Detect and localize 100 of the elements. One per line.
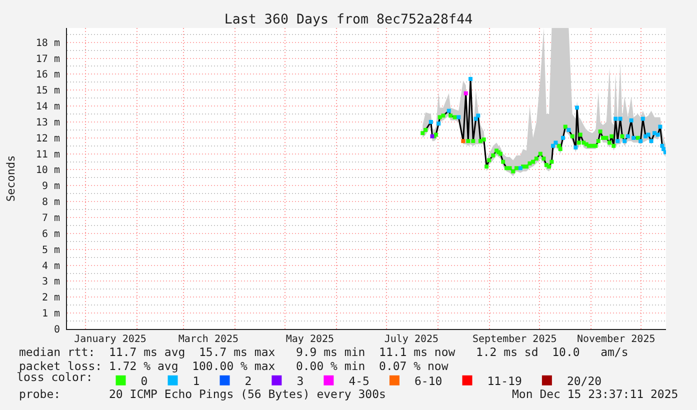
point [528, 161, 532, 166]
point [524, 164, 528, 169]
point [656, 132, 660, 137]
chart-title: Last 360 Days from 8ec752a28f44 [224, 12, 473, 28]
point [474, 116, 478, 121]
legend-label: 11-19 [487, 374, 522, 388]
y-tick-label: 14 m [36, 102, 60, 113]
point [428, 120, 433, 124]
point [538, 152, 542, 156]
point [558, 147, 562, 152]
y-tick-label: 10 m [36, 165, 60, 176]
point [436, 122, 441, 126]
point [482, 137, 486, 142]
legend-label: 0 [140, 374, 148, 388]
text: packet loss: 1.72 % avg 100.00 % max 0.00 % min 0.07 % now [19, 359, 448, 373]
point [563, 124, 568, 129]
x-tick-label: March 2025 [178, 334, 239, 345]
point [629, 118, 634, 122]
point [534, 156, 538, 161]
point [466, 139, 470, 144]
y-tick-label: 12 m [36, 133, 60, 144]
point [484, 164, 489, 169]
legend-label: 1 [192, 374, 200, 388]
text: probe: 20 ICMP Echo Pings (56 Bytes) every 300s [19, 387, 386, 401]
point [604, 136, 608, 140]
point [612, 144, 616, 148]
legend-label: 6-10 [414, 374, 442, 388]
y-tick-label: 1 m [42, 308, 60, 320]
x-tick-label: January 2025 [74, 334, 146, 345]
y-tick-label: 18 m [36, 38, 60, 49]
y-tick-label: 15 m [36, 86, 60, 97]
point [652, 131, 657, 136]
text: median rtt: 11.7 ms avg 15.7 ms max 9.9 ms min 11.1 ms now 1.2 ms sd 10.0 am/s [19, 345, 628, 359]
y-tick-label: 3 m [42, 276, 60, 288]
point [614, 116, 618, 121]
point [638, 139, 643, 144]
point [636, 136, 640, 140]
y-tick-label: 13 m [36, 117, 60, 128]
point [501, 160, 506, 164]
point [646, 132, 650, 137]
point [575, 106, 580, 110]
x-tick-label: November 2025 [576, 334, 656, 345]
point [531, 160, 536, 164]
y-tick-label: 5 m [42, 244, 60, 256]
point [446, 108, 451, 113]
y-tick-label: 0 [54, 324, 60, 336]
point [616, 139, 620, 144]
y-tick-label: 4 m [42, 260, 60, 272]
point [511, 169, 516, 174]
point [578, 132, 582, 137]
point [618, 116, 622, 121]
y-tick-label: 8 m [42, 197, 60, 208]
x-tick-label: September 2025 [472, 334, 557, 345]
point [547, 164, 551, 169]
legend-label: 4-5 [348, 374, 370, 388]
point [566, 128, 571, 132]
point [594, 144, 598, 148]
point [456, 115, 461, 120]
point [478, 139, 482, 144]
point [640, 116, 645, 121]
point [424, 128, 428, 132]
point [554, 140, 558, 145]
point [632, 136, 636, 140]
point [514, 166, 518, 170]
point [620, 134, 624, 138]
point [468, 76, 473, 81]
point [626, 134, 630, 138]
y-tick-label: 17 m [36, 54, 60, 65]
legend-label: 20/20 [566, 374, 602, 388]
point [576, 140, 581, 145]
point [464, 91, 468, 96]
point [598, 130, 602, 134]
y-tick-label: 16 m [36, 70, 60, 81]
point [610, 134, 614, 138]
point [448, 114, 453, 118]
legend-label: 3 [296, 374, 304, 388]
text: Mon Dec 15 23:37:11 2025 [512, 387, 678, 401]
point [622, 139, 627, 144]
y-tick-label: 11 m [36, 149, 60, 160]
point [550, 160, 554, 164]
point [461, 139, 466, 144]
point [420, 131, 425, 136]
point [487, 158, 492, 162]
y-tick-label: 9 m [42, 181, 60, 192]
point [608, 140, 612, 145]
point [476, 114, 480, 118]
point [471, 139, 476, 144]
y-tick-label: 7 m [42, 213, 60, 224]
x-tick-label: July 2025 [384, 334, 439, 345]
y-axis-title: Seconds [4, 155, 18, 202]
point [441, 114, 446, 118]
legend-label: 2 [244, 374, 252, 388]
point [542, 156, 546, 161]
y-tick-label: 2 m [42, 292, 60, 304]
point [491, 153, 496, 158]
point [570, 134, 574, 138]
point [658, 124, 662, 129]
point [561, 136, 565, 140]
point [649, 139, 654, 144]
point [508, 166, 512, 170]
